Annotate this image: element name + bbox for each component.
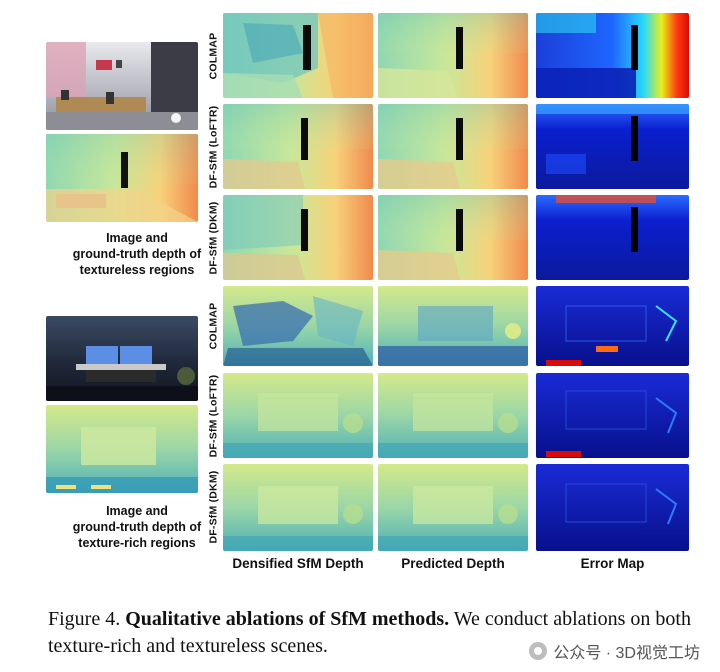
loftr-densified-depth-textureless [223,104,373,189]
dkm-densified-depth-textureless [223,195,373,280]
loftr-predicted-depth-textureless [378,104,528,189]
dkm-predicted-depth-texture-rich [378,464,528,551]
column-header-predicted: Predicted Depth [401,556,505,571]
row-label-dkm-1: DF-SfM (DKM) [207,201,219,274]
texture-rich-gt-depth [46,405,198,493]
row-label-loftr-1: DF-SfM (LoFTR) [207,105,220,188]
textureless-gt-depth [46,134,198,222]
caption-title: Qualitative ablations of SfM methods. [125,608,450,630]
colmap-predicted-depth-textureless [378,13,528,98]
dkm-error-map-textureless [536,195,689,280]
row-label-colmap-1: COLMAP [207,32,220,79]
caption-line: textureless regions [79,263,195,277]
dkm-error-map-texture-rich [536,464,689,551]
loftr-densified-depth-texture-rich [223,373,373,458]
caption-body: We conduct ablations on both texture-ric… [48,608,691,657]
column-header-error: Error Map [580,556,645,571]
caption-prefix: Figure 4. [48,608,121,630]
column-header-densified: Densified SfM Depth [232,556,364,571]
dkm-predicted-depth-textureless [378,195,528,280]
row-label-loftr-2: DF-SfM (LoFTR) [207,374,220,457]
loftr-predicted-depth-texture-rich [378,373,528,458]
row-label-dkm-2: DF-SfM (DKM) [207,470,219,543]
caption-line: texture-rich regions [78,536,196,550]
caption-line: Image and [106,231,168,245]
wechat-icon [529,642,548,660]
textureless-caption: Image and ground-truth depth of texturel… [48,230,226,278]
watermark: 公众号 · 3D视觉工坊 [529,639,700,663]
colmap-densified-depth-textureless [223,13,373,98]
caption-line: ground-truth depth of [72,520,202,534]
figure-caption: Figure 4. Qualitative ablations of SfM m… [48,606,698,660]
textureless-rgb-image [46,42,198,130]
loftr-error-map-texture-rich [536,373,689,458]
caption-line: Image and [106,504,168,518]
watermark-text: 公众号 · 3D视觉工坊 [553,645,700,662]
dkm-densified-depth-texture-rich [223,464,373,551]
row-label-colmap-2: COLMAP [207,302,220,350]
colmap-error-map-textureless [536,13,689,98]
colmap-predicted-depth-texture-rich [378,286,528,366]
colmap-densified-depth-texture-rich [223,286,373,366]
caption-line: ground-truth depth of [72,247,202,261]
loftr-error-map-textureless [536,104,689,189]
texture-rich-caption: Image and ground-truth depth of texture-… [48,503,226,551]
colmap-error-map-texture-rich [536,286,689,366]
texture-rich-rgb-image [46,316,198,401]
